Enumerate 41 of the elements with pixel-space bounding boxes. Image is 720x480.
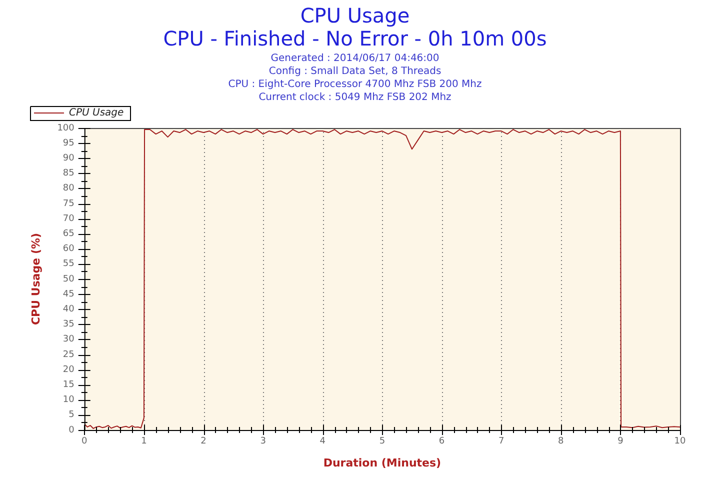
legend-label: CPU Usage bbox=[69, 108, 124, 119]
y-tick-label: 20 bbox=[62, 364, 75, 375]
x-tick-label: 1 bbox=[141, 436, 147, 447]
y-tick-label: 35 bbox=[62, 320, 74, 330]
y-tick-label: 45 bbox=[62, 289, 74, 300]
x-tick-label: 2 bbox=[200, 436, 206, 447]
y-tick-label: 40 bbox=[62, 304, 75, 315]
y-tick-label: 80 bbox=[62, 184, 75, 194]
y-tick-label: 25 bbox=[62, 350, 74, 360]
x-tick-label: 10 bbox=[674, 436, 686, 447]
y-tick-label: 50 bbox=[62, 274, 75, 284]
x-tick-label: 9 bbox=[618, 436, 624, 447]
y-tick-label: 65 bbox=[62, 229, 74, 240]
y-tick-label: 0 bbox=[68, 425, 75, 436]
text: Generated : 2014/06/17 04:46:00 bbox=[270, 53, 440, 64]
y-tick-label: 10 bbox=[62, 395, 75, 406]
y-tick-label: 60 bbox=[62, 244, 75, 254]
y-tick-label: 55 bbox=[62, 259, 74, 270]
y-tick-label: 90 bbox=[62, 154, 75, 164]
y-tick-label: 95 bbox=[62, 138, 74, 148]
text: CPU : Eight-Core Processor 4700 Mhz FSB 200 Mhz bbox=[228, 79, 482, 90]
y-tick-label: 5 bbox=[68, 410, 74, 420]
x-tick-label: 6 bbox=[438, 436, 445, 447]
y-tick-label: 15 bbox=[62, 380, 74, 390]
x-tick-label: 4 bbox=[320, 436, 326, 447]
y-tick-label: 85 bbox=[62, 168, 74, 179]
x-tick-label: 3 bbox=[260, 436, 266, 447]
y-tick-label: 75 bbox=[62, 198, 74, 209]
x-tick-label: 5 bbox=[379, 436, 386, 447]
x-tick-label: 7 bbox=[498, 436, 504, 447]
y-tick-label: 30 bbox=[62, 334, 75, 345]
text: Current clock : 5049 Mhz FSB 202 Mhz bbox=[258, 92, 452, 104]
x-tick-label: 8 bbox=[558, 436, 564, 447]
y-axis-title: CPU Usage (%) bbox=[29, 232, 42, 326]
x-axis-title: Duration (Minutes) bbox=[323, 456, 442, 470]
chart-title: CPU Usage bbox=[300, 4, 410, 28]
x-tick-label: 0 bbox=[82, 436, 88, 447]
y-tick-label: 100 bbox=[57, 123, 75, 134]
y-tick-label: 70 bbox=[62, 214, 75, 224]
chart-subtitle: CPU - Finished - No Error - 0h 10m 00s bbox=[163, 26, 547, 51]
text: Config : Small Data Set, 8 Threads bbox=[268, 66, 442, 78]
